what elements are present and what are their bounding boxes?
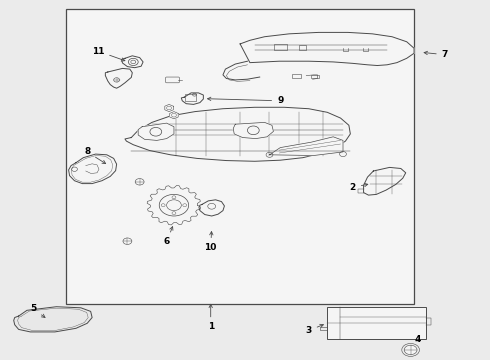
Bar <box>311 75 318 78</box>
Polygon shape <box>14 307 92 332</box>
Text: 1: 1 <box>208 304 214 331</box>
Text: 4: 4 <box>414 335 421 343</box>
Polygon shape <box>147 185 201 225</box>
Text: 3: 3 <box>306 324 323 335</box>
Text: 9: 9 <box>208 96 284 105</box>
Circle shape <box>135 179 144 185</box>
Polygon shape <box>270 137 343 156</box>
Circle shape <box>159 194 189 216</box>
Polygon shape <box>69 154 117 184</box>
Text: 6: 6 <box>164 227 173 247</box>
Polygon shape <box>170 112 178 119</box>
Text: 5: 5 <box>30 305 45 318</box>
Bar <box>185 94 196 101</box>
Polygon shape <box>138 123 174 140</box>
Polygon shape <box>181 93 203 104</box>
Polygon shape <box>125 107 350 161</box>
Polygon shape <box>199 200 224 216</box>
Bar <box>292 74 301 78</box>
Polygon shape <box>233 122 273 139</box>
Bar <box>274 44 287 50</box>
Bar <box>299 45 306 50</box>
Text: 10: 10 <box>204 231 217 252</box>
Text: 8: 8 <box>84 148 106 163</box>
Text: 7: 7 <box>424 50 448 59</box>
Text: 11: 11 <box>92 47 125 61</box>
Circle shape <box>404 345 417 355</box>
Polygon shape <box>105 68 132 88</box>
Polygon shape <box>364 167 406 195</box>
Bar <box>327 307 426 339</box>
Polygon shape <box>165 104 173 112</box>
Polygon shape <box>240 32 414 66</box>
Bar <box>66 9 414 304</box>
Circle shape <box>123 238 132 244</box>
Text: 2: 2 <box>350 183 368 192</box>
Polygon shape <box>122 56 143 68</box>
